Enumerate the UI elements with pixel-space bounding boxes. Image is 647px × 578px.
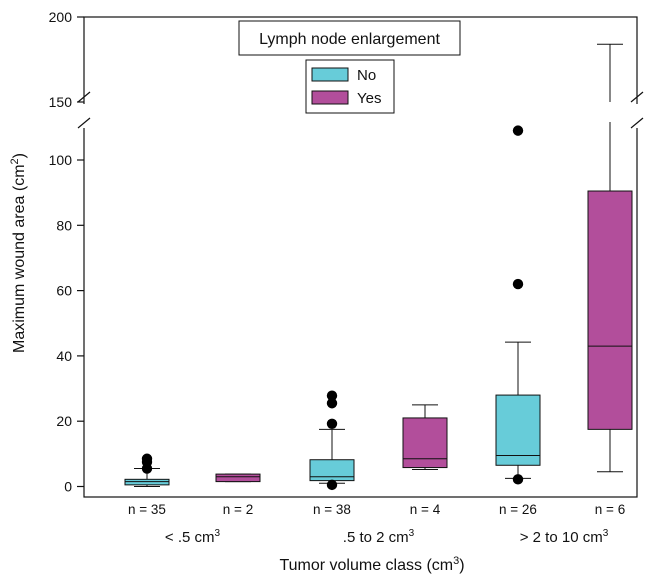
y-tick-label: 150 xyxy=(49,94,73,110)
y-tick-label: 60 xyxy=(56,283,72,299)
legend-label-no: No xyxy=(357,67,376,84)
sample-size-label: n = 35 xyxy=(128,502,166,517)
axis-break-gap xyxy=(631,104,643,128)
box-iqr xyxy=(215,473,261,483)
legend-swatch-no xyxy=(311,67,349,82)
axis-break-mark xyxy=(77,117,91,129)
legend-title-box xyxy=(238,20,461,56)
outlier-point xyxy=(512,125,524,136)
box-yes-0 xyxy=(215,473,261,483)
axis-ticks: 0 20 40 60 80 100 150 200 xyxy=(49,9,84,495)
box-no-1 xyxy=(309,390,355,491)
category-labels: n = 35 n = 2 n = 38 n = 4 n = 26 n = 6 < .5 cm… xyxy=(128,502,625,546)
x-axis-label: Tumor volume class (cm3) xyxy=(279,555,464,574)
y-tick-label: 80 xyxy=(56,217,72,233)
outlier-point xyxy=(326,418,338,430)
y-tick-label: 200 xyxy=(49,9,73,25)
sample-size-label: n = 38 xyxy=(313,502,351,517)
group-label: .5 to 2 cm3 xyxy=(343,528,415,546)
outlier-point xyxy=(512,474,524,485)
y-axis-label: Maximum wound area (cm2) xyxy=(9,153,28,353)
legend: Lymph node enlargement No Yes xyxy=(238,20,461,114)
box-iqr xyxy=(587,190,633,430)
sample-size-label: n = 26 xyxy=(499,502,537,517)
box-iqr xyxy=(495,394,541,466)
box-no-0 xyxy=(124,453,170,487)
y-tick-label: 40 xyxy=(56,348,72,364)
outlier-point xyxy=(141,453,153,464)
axis-break-gap xyxy=(78,104,90,128)
axis-break-marks xyxy=(77,91,644,129)
outlier-point xyxy=(512,278,524,290)
axis-break-mark xyxy=(630,91,644,103)
axis-break-mark xyxy=(77,91,91,103)
box-yes-2 xyxy=(587,43,633,473)
legend-title: Lymph node enlargement xyxy=(259,31,440,48)
box-no-2 xyxy=(495,125,541,485)
legend-label-yes: Yes xyxy=(357,90,381,107)
group-label: < .5 cm3 xyxy=(165,528,221,546)
legend-swatch-yes xyxy=(311,90,349,105)
sample-size-label: n = 4 xyxy=(410,502,441,517)
outlier-point xyxy=(326,390,338,401)
outlier-point xyxy=(326,398,338,409)
axis-break-mark xyxy=(630,117,644,129)
y-tick-label: 0 xyxy=(64,479,72,495)
box-yes-1 xyxy=(402,404,448,471)
box-iqr xyxy=(402,417,448,469)
y-tick-label: 20 xyxy=(56,413,72,429)
plot-frame xyxy=(83,16,638,498)
boxes xyxy=(124,43,633,491)
box-iqr xyxy=(309,459,355,482)
sample-size-label: n = 2 xyxy=(223,502,253,517)
outlier-point xyxy=(326,479,338,491)
y-tick-label: 100 xyxy=(49,152,73,168)
sample-size-label: n = 6 xyxy=(595,502,625,517)
group-label: > 2 to 10 cm3 xyxy=(520,528,609,546)
